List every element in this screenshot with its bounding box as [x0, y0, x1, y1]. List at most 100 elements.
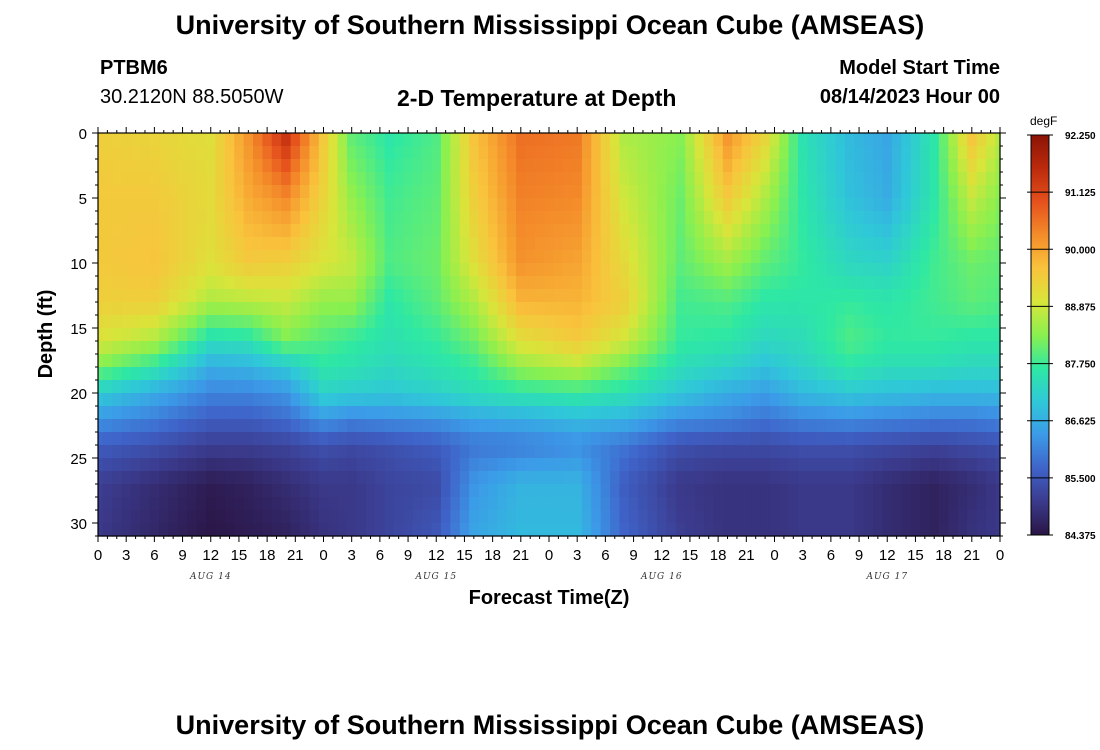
heatmap-cell [365, 445, 376, 459]
heatmap-cell [328, 497, 339, 511]
heatmap-cell [882, 289, 893, 303]
heatmap-cell [751, 159, 762, 173]
heatmap-cell [619, 250, 630, 264]
heatmap-cell [572, 445, 583, 459]
heatmap-cell [704, 471, 715, 485]
heatmap-cell [826, 328, 837, 342]
heatmap-cell [337, 302, 348, 316]
heatmap-cell [140, 172, 151, 186]
heatmap-cell [440, 159, 451, 173]
heatmap-cell [563, 159, 574, 173]
heatmap-cell [938, 380, 949, 394]
x-tick-label: 12 [879, 547, 896, 564]
heatmap-cell [619, 172, 630, 186]
heatmap-cell [422, 523, 433, 537]
heatmap-cell [506, 224, 517, 238]
x-tick-label: 6 [827, 547, 835, 564]
heatmap-cell [196, 380, 207, 394]
heatmap-cell [281, 302, 292, 316]
heatmap-cell [901, 354, 912, 368]
heatmap-cell [619, 159, 630, 173]
heatmap-cell [563, 315, 574, 329]
heatmap-cell [572, 484, 583, 498]
heatmap-cell [666, 458, 677, 472]
heatmap-cell [685, 315, 696, 329]
heatmap-cell [985, 133, 996, 147]
heatmap-cell [412, 367, 423, 381]
heatmap-cell [722, 354, 733, 368]
heatmap-cell [121, 458, 132, 472]
heatmap-cell [459, 406, 470, 420]
heatmap-cell [751, 146, 762, 160]
heatmap-cell [807, 289, 818, 303]
heatmap-cell [98, 133, 104, 147]
heatmap-cell [243, 159, 254, 173]
heatmap-cell [281, 354, 292, 368]
heatmap-cell [159, 471, 170, 485]
heatmap-cell [732, 315, 743, 329]
heatmap-cell [309, 146, 320, 160]
y-tick-label: 25 [70, 451, 87, 468]
heatmap-cell [553, 354, 564, 368]
heatmap-cell [506, 367, 517, 381]
heatmap-cell [328, 510, 339, 524]
heatmap-cell [98, 276, 104, 290]
heatmap-cell [234, 146, 245, 160]
heatmap-cell [469, 198, 480, 212]
heatmap-cell [187, 497, 198, 511]
heatmap-cell [628, 250, 639, 264]
heatmap-cell [487, 432, 498, 446]
heatmap-cell [384, 224, 395, 238]
heatmap-cell [704, 497, 715, 511]
heatmap-cell [497, 224, 508, 238]
heatmap-cell [666, 315, 677, 329]
heatmap-cell [328, 237, 339, 251]
heatmap-cell [196, 419, 207, 433]
heatmap-cell [253, 510, 264, 524]
heatmap-cell [346, 172, 357, 186]
heatmap-cell [234, 354, 245, 368]
heatmap-cell [393, 341, 404, 355]
heatmap-cell [948, 237, 959, 251]
heatmap-cell [149, 367, 160, 381]
heatmap-cell [844, 484, 855, 498]
heatmap-cell [816, 133, 827, 147]
heatmap-cell [384, 159, 395, 173]
heatmap-cell [497, 341, 508, 355]
heatmap-cell [779, 172, 790, 186]
heatmap-cell [704, 289, 715, 303]
heatmap-cell [704, 367, 715, 381]
heatmap-cell [826, 315, 837, 329]
heatmap-cell [412, 458, 423, 472]
heatmap-cell [741, 198, 752, 212]
heatmap-cell [797, 510, 808, 524]
heatmap-cell [948, 224, 959, 238]
heatmap-cell [525, 159, 536, 173]
heatmap-cell [713, 458, 724, 472]
heatmap-cell [685, 523, 696, 537]
heatmap-cell [835, 276, 846, 290]
heatmap-cell [976, 497, 987, 511]
heatmap-cell [835, 315, 846, 329]
heatmap-cell [553, 198, 564, 212]
heatmap-cell [290, 211, 301, 225]
heatmap-cell [459, 393, 470, 407]
heatmap-cell [760, 211, 771, 225]
heatmap-cell [591, 497, 602, 511]
heatmap-cell [206, 328, 217, 342]
heatmap-cell [281, 237, 292, 251]
heatmap-cell [318, 341, 329, 355]
heatmap-cell [318, 432, 329, 446]
heatmap-cell [459, 341, 470, 355]
heatmap-cell [497, 250, 508, 264]
heatmap-cell [403, 224, 414, 238]
heatmap-cell [403, 497, 414, 511]
heatmap-cell [816, 172, 827, 186]
heatmap-cell [722, 471, 733, 485]
heatmap-cell [102, 406, 113, 420]
heatmap-cell [130, 458, 141, 472]
heatmap-cell [619, 198, 630, 212]
heatmap-cell [600, 419, 611, 433]
heatmap-cell [788, 315, 799, 329]
x-tick-label: 6 [601, 547, 609, 564]
